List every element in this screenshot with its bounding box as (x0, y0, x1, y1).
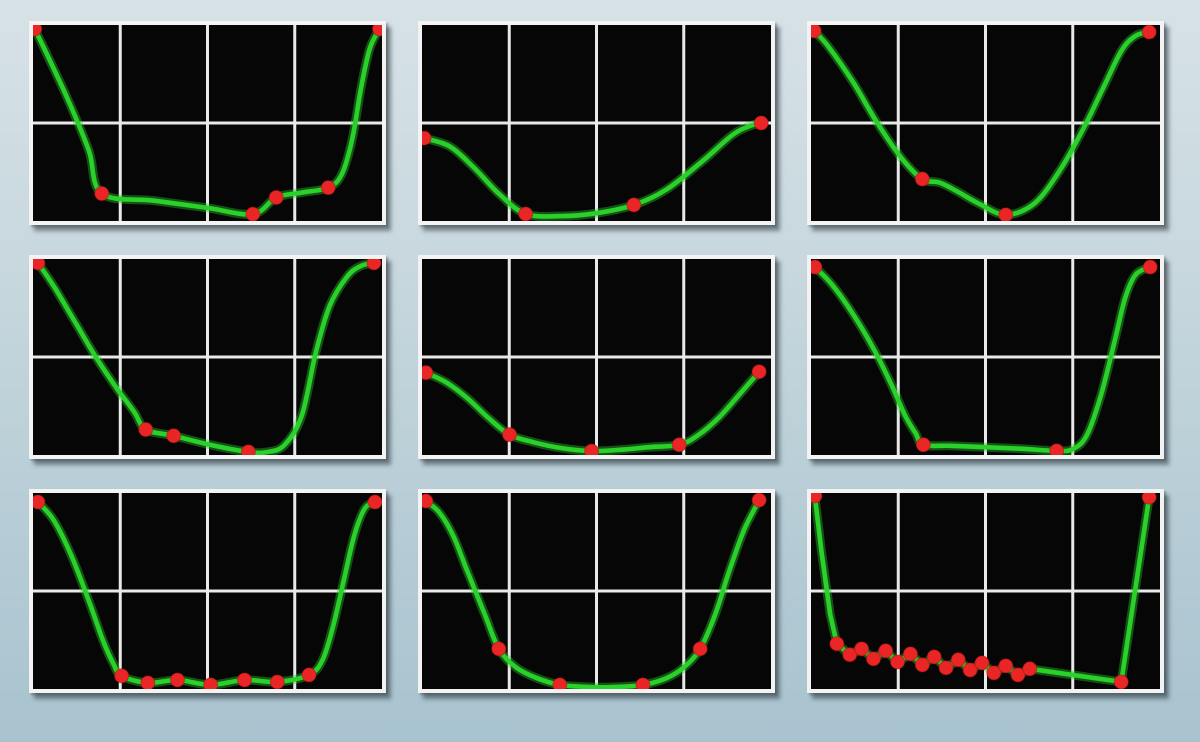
control-point[interactable] (974, 655, 990, 671)
control-point[interactable] (938, 660, 954, 676)
control-point[interactable] (33, 259, 46, 271)
control-point[interactable] (518, 206, 534, 221)
control-point[interactable] (422, 493, 434, 509)
control-point[interactable] (1113, 674, 1129, 689)
curve-plot (811, 493, 1160, 689)
control-point[interactable] (914, 657, 930, 673)
curve-panel-grid (29, 21, 1164, 693)
control-point[interactable] (33, 494, 46, 510)
control-point[interactable] (366, 259, 382, 271)
control-point[interactable] (692, 641, 708, 657)
curve-line (33, 26, 382, 217)
control-point[interactable] (1010, 667, 1026, 683)
control-point[interactable] (584, 443, 600, 455)
control-point[interactable] (950, 652, 966, 668)
control-point[interactable] (811, 493, 823, 504)
control-point[interactable] (926, 649, 942, 665)
control-point[interactable] (140, 675, 156, 689)
curve-plot (33, 259, 382, 455)
control-point[interactable] (268, 189, 284, 205)
control-point[interactable] (269, 674, 285, 689)
control-point[interactable] (986, 665, 1002, 681)
control-point[interactable] (751, 493, 767, 508)
control-point[interactable] (166, 428, 182, 444)
control-point[interactable] (502, 427, 518, 443)
curve-plot (33, 493, 382, 689)
curve-panel-9[interactable] (807, 489, 1164, 693)
control-point[interactable] (1049, 443, 1065, 455)
control-point[interactable] (854, 641, 870, 657)
control-point[interactable] (422, 130, 432, 146)
control-point[interactable] (915, 437, 931, 453)
control-point[interactable] (998, 658, 1014, 674)
curve-line (812, 264, 1153, 454)
curve-panel-4[interactable] (29, 255, 386, 459)
control-point[interactable] (842, 647, 858, 663)
control-point[interactable] (240, 444, 256, 455)
control-point[interactable] (367, 494, 382, 510)
control-point[interactable] (372, 25, 382, 37)
control-point[interactable] (811, 259, 823, 275)
control-point[interactable] (998, 207, 1014, 221)
control-point[interactable] (753, 115, 769, 131)
curve-plot (811, 259, 1160, 455)
curve-line (422, 120, 764, 219)
curve-panel-3[interactable] (807, 21, 1164, 225)
control-point[interactable] (33, 25, 43, 37)
control-point[interactable] (626, 197, 642, 213)
curve-plot (811, 25, 1160, 221)
control-point[interactable] (169, 672, 185, 688)
control-point[interactable] (751, 364, 767, 380)
control-point[interactable] (1141, 493, 1157, 505)
curve-plot (422, 25, 771, 221)
curve-panel-7[interactable] (29, 489, 386, 693)
curve-panel-2[interactable] (418, 21, 775, 225)
control-point[interactable] (878, 643, 894, 659)
control-point[interactable] (320, 180, 336, 196)
control-point[interactable] (114, 668, 130, 684)
control-point[interactable] (236, 672, 252, 688)
control-point[interactable] (635, 677, 651, 689)
control-point[interactable] (1022, 661, 1038, 677)
curve-plot (422, 493, 771, 689)
control-point[interactable] (811, 25, 822, 39)
control-point[interactable] (962, 662, 978, 678)
curve-panel-1[interactable] (29, 21, 386, 225)
curve-line (35, 260, 377, 455)
control-point[interactable] (552, 677, 568, 689)
control-point[interactable] (94, 186, 110, 202)
control-point[interactable] (138, 422, 154, 438)
control-point[interactable] (902, 646, 918, 662)
control-point[interactable] (1142, 259, 1158, 275)
curve-line (423, 497, 762, 689)
curve-line (811, 28, 1152, 218)
control-point[interactable] (865, 651, 881, 667)
curve-panel-8[interactable] (418, 489, 775, 693)
control-point[interactable] (829, 636, 845, 652)
control-point[interactable] (301, 667, 317, 683)
control-point[interactable] (890, 654, 906, 670)
control-point[interactable] (671, 437, 687, 453)
curve-plot (422, 259, 771, 455)
control-point[interactable] (203, 677, 219, 689)
control-point[interactable] (245, 206, 261, 221)
curve-panel-6[interactable] (807, 255, 1164, 459)
curve-plot (33, 25, 382, 221)
control-point[interactable] (491, 641, 507, 657)
control-point[interactable] (1141, 25, 1157, 40)
curve-panel-5[interactable] (418, 255, 775, 459)
control-point[interactable] (422, 365, 434, 381)
control-point[interactable] (914, 171, 930, 187)
